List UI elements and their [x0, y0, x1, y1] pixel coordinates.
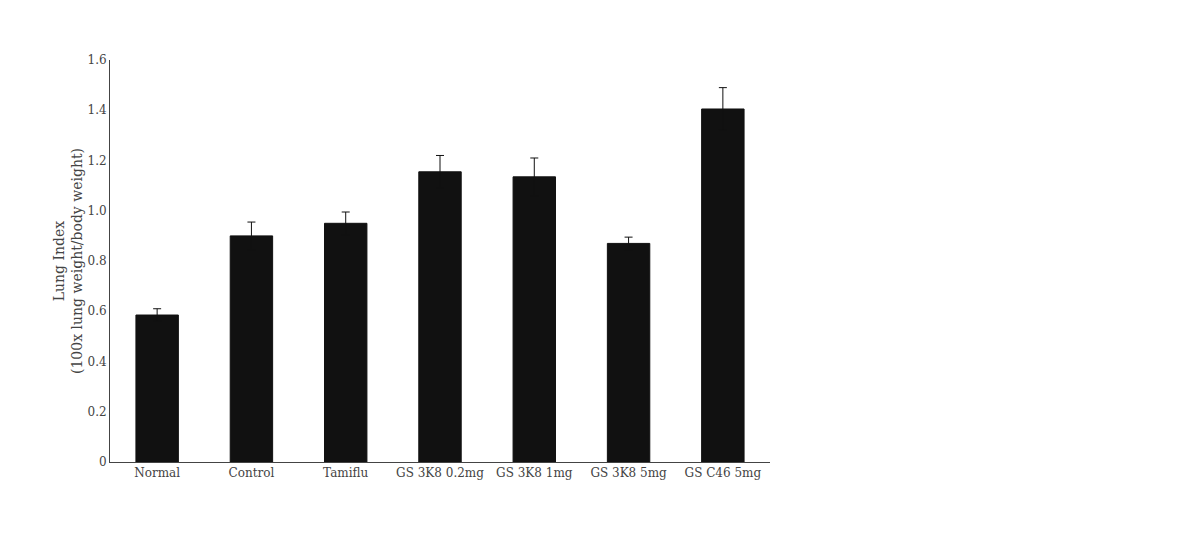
svg-text:Normal: Normal	[134, 466, 180, 480]
svg-text:1.0: 1.0	[88, 204, 107, 218]
svg-text:Control: Control	[229, 466, 275, 480]
svg-text:GS 3K8 1mg: GS 3K8 1mg	[496, 466, 573, 480]
svg-text:GS 3K8 0.2mg: GS 3K8 0.2mg	[396, 466, 484, 480]
svg-text:Tamiflu: Tamiflu	[323, 466, 368, 480]
svg-text:1.4: 1.4	[88, 103, 107, 117]
svg-text:0.6: 0.6	[88, 304, 107, 318]
svg-text:GS C46 5mg: GS C46 5mg	[685, 466, 762, 480]
svg-text:0.2: 0.2	[88, 405, 107, 419]
svg-text:0.8: 0.8	[88, 254, 107, 268]
svg-text:1.2: 1.2	[88, 154, 107, 168]
svg-text:0: 0	[99, 455, 107, 469]
svg-text:Lung Index(100x lung weight/bo: Lung Index(100x lung weight/body weight)	[51, 148, 85, 374]
svg-text:0.4: 0.4	[88, 355, 107, 369]
svg-text:1.6: 1.6	[88, 53, 107, 67]
svg-text:GS 3K8 5mg: GS 3K8 5mg	[590, 466, 667, 480]
